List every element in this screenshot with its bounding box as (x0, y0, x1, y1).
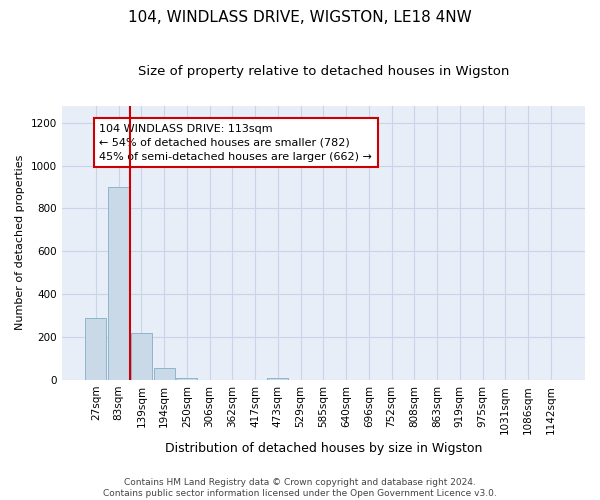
Text: 104, WINDLASS DRIVE, WIGSTON, LE18 4NW: 104, WINDLASS DRIVE, WIGSTON, LE18 4NW (128, 10, 472, 25)
Bar (154, 368, 175, 380)
Bar (268, 378, 289, 380)
Bar (176, 378, 197, 380)
X-axis label: Distribution of detached houses by size in Wigston: Distribution of detached houses by size … (164, 442, 482, 455)
Text: Contains HM Land Registry data © Crown copyright and database right 2024.
Contai: Contains HM Land Registry data © Crown c… (103, 478, 497, 498)
Bar (85, 318, 106, 380)
Y-axis label: Number of detached properties: Number of detached properties (15, 155, 25, 330)
Bar (131, 333, 152, 380)
Title: Size of property relative to detached houses in Wigston: Size of property relative to detached ho… (137, 65, 509, 78)
Text: 104 WINDLASS DRIVE: 113sqm
← 54% of detached houses are smaller (782)
45% of sem: 104 WINDLASS DRIVE: 113sqm ← 54% of deta… (100, 124, 372, 162)
Bar (108, 187, 129, 380)
